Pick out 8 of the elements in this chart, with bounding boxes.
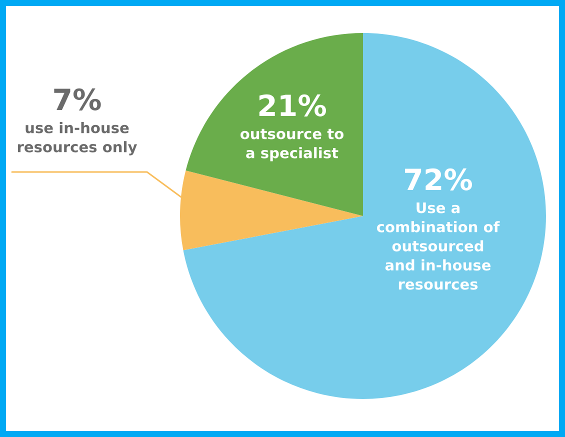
pie-slice xyxy=(186,33,363,216)
data-label: 7% xyxy=(54,88,101,110)
data-label: 72% xyxy=(405,168,472,190)
data-label: 21% xyxy=(259,94,326,116)
slice-label: outsource to a specialist xyxy=(240,128,344,162)
slice-label: use in-house resources only xyxy=(18,122,138,156)
slice-label: Use a combination of outsourced and in-house resources xyxy=(376,202,500,290)
pie-slice xyxy=(183,33,546,399)
